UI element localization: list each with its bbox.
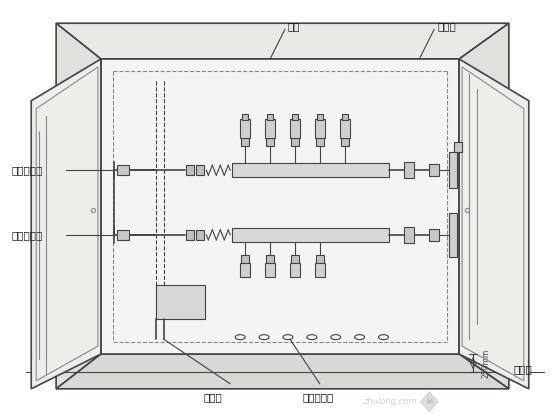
Bar [342, 114, 348, 120]
Polygon shape [421, 392, 438, 412]
Text: 线盒: 线盒 [288, 21, 301, 31]
Polygon shape [56, 23, 509, 59]
Polygon shape [56, 23, 101, 389]
Bar [316, 139, 324, 147]
Text: zhulong.com: zhulong.com [363, 397, 416, 406]
Bar [340, 139, 349, 147]
Bar [117, 230, 129, 240]
Polygon shape [56, 354, 509, 389]
Bar [291, 139, 299, 147]
Bar [265, 118, 275, 139]
Bar [430, 164, 439, 176]
Bar [232, 163, 389, 177]
Bar [265, 262, 275, 276]
Bar [404, 162, 414, 178]
Bar [186, 165, 194, 175]
Bar [315, 262, 325, 276]
Text: 采暖回水管: 采暖回水管 [11, 165, 43, 175]
Bar [316, 255, 324, 262]
Text: M: M [426, 399, 432, 405]
Bar [197, 230, 204, 240]
Bar [117, 165, 129, 175]
Polygon shape [459, 59, 529, 389]
Text: 采暖供水管: 采暖供水管 [11, 230, 43, 240]
Bar [290, 262, 300, 276]
Bar [317, 114, 323, 120]
Bar [449, 152, 457, 188]
Bar [241, 139, 249, 147]
Bar [430, 229, 439, 241]
Bar [267, 114, 273, 120]
Bar [290, 118, 300, 139]
Bar [291, 255, 299, 262]
Polygon shape [459, 23, 509, 389]
Bar [232, 228, 389, 242]
Bar [240, 118, 250, 139]
Bar [454, 142, 462, 152]
Text: 地平面: 地平面 [514, 364, 533, 374]
Bar [340, 118, 349, 139]
Bar [315, 118, 325, 139]
Text: 主管孔: 主管孔 [204, 392, 223, 402]
Text: 地暖盘管孔: 地暖盘管孔 [302, 392, 333, 402]
Polygon shape [31, 59, 101, 389]
Bar [266, 255, 274, 262]
Bar [449, 213, 457, 257]
Bar [292, 114, 298, 120]
Text: 250mm: 250mm [482, 348, 491, 378]
Bar [186, 230, 194, 240]
Bar [404, 227, 414, 243]
Bar [197, 165, 204, 175]
Bar [241, 255, 249, 262]
Bar [242, 114, 248, 120]
Text: 分水箱: 分水箱 [437, 21, 456, 31]
Polygon shape [101, 59, 459, 354]
Bar [266, 139, 274, 147]
Bar [240, 262, 250, 276]
Bar [156, 284, 206, 319]
